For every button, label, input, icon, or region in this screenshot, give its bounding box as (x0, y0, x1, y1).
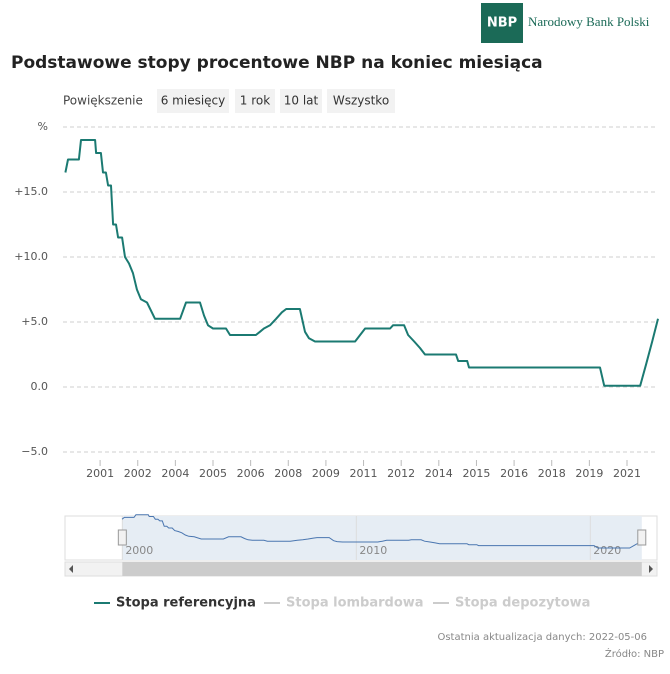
x-tick-label: 2018 (538, 467, 566, 480)
x-tick-label: 2006 (237, 467, 265, 480)
x-tick-label: 2009 (312, 467, 340, 480)
x-tick-label: 2005 (199, 467, 227, 480)
zoom-button[interactable] (235, 89, 275, 113)
series-line (64, 139, 659, 387)
legend-label[interactable]: Stopa depozytowa (455, 596, 590, 611)
scroll-right[interactable] (649, 565, 653, 573)
navigator-selection (122, 516, 642, 560)
source: Źródło: NBP (605, 647, 664, 660)
x-tick-label: 2001 (86, 467, 114, 480)
scroll-left[interactable] (69, 565, 73, 573)
zoom-button[interactable] (280, 89, 322, 113)
navigator-handle[interactable] (117, 529, 127, 546)
zoom-label: Powiększenie (63, 94, 143, 108)
navigator-handle[interactable] (637, 529, 647, 546)
logo: NBP (487, 16, 517, 31)
x-tick-label: 2008 (274, 467, 302, 480)
bank-name: Narodowy Bank Polski (528, 14, 650, 29)
zoom-button[interactable] (327, 89, 395, 113)
navigator-line (121, 514, 646, 549)
y-tick-label: −5.0 (21, 445, 48, 458)
zoom-button-label[interactable]: 1 rok (240, 94, 270, 108)
x-tick-label: 2016 (500, 467, 528, 480)
scrollbar-thumb[interactable] (122, 562, 642, 576)
navigator-tick-label: 2000 (125, 544, 153, 557)
legend-label[interactable]: Stopa lombardowa (286, 596, 424, 611)
x-tick-label: 2019 (575, 467, 603, 480)
x-tick-label: 2004 (161, 467, 189, 480)
x-tick-label: 2012 (387, 467, 415, 480)
x-tick-label: 2011 (350, 467, 378, 480)
updated: Ostatnia aktualizacja danych: 2022-05-06 (437, 632, 647, 643)
navigator-tick-label: 2010 (359, 544, 387, 557)
legend-label[interactable]: Stopa referencyjna (116, 596, 256, 611)
chart-title: Podstawowe stopy procentowe NBP na konie… (11, 53, 543, 73)
x-tick-label: 2002 (124, 467, 152, 480)
x-tick-label: 2021 (613, 467, 641, 480)
zoom-button-label[interactable]: 10 lat (284, 94, 319, 108)
zoom-button-label[interactable]: Wszystko (333, 94, 389, 108)
navigator-tick-label: 2020 (593, 544, 621, 557)
zoom-button[interactable] (157, 89, 229, 113)
y-tick-label: +10.0 (14, 250, 48, 263)
x-tick-label: 2015 (462, 467, 490, 480)
y-tick-label: 0.0 (31, 380, 49, 393)
zoom-button-label[interactable]: 6 miesięcy (161, 94, 226, 108)
logo-box (481, 3, 523, 43)
y-tick-label: % (38, 120, 48, 133)
x-tick-label: 2014 (425, 467, 453, 480)
y-tick-label: +15.0 (14, 185, 48, 198)
y-tick-label: +5.0 (21, 315, 48, 328)
